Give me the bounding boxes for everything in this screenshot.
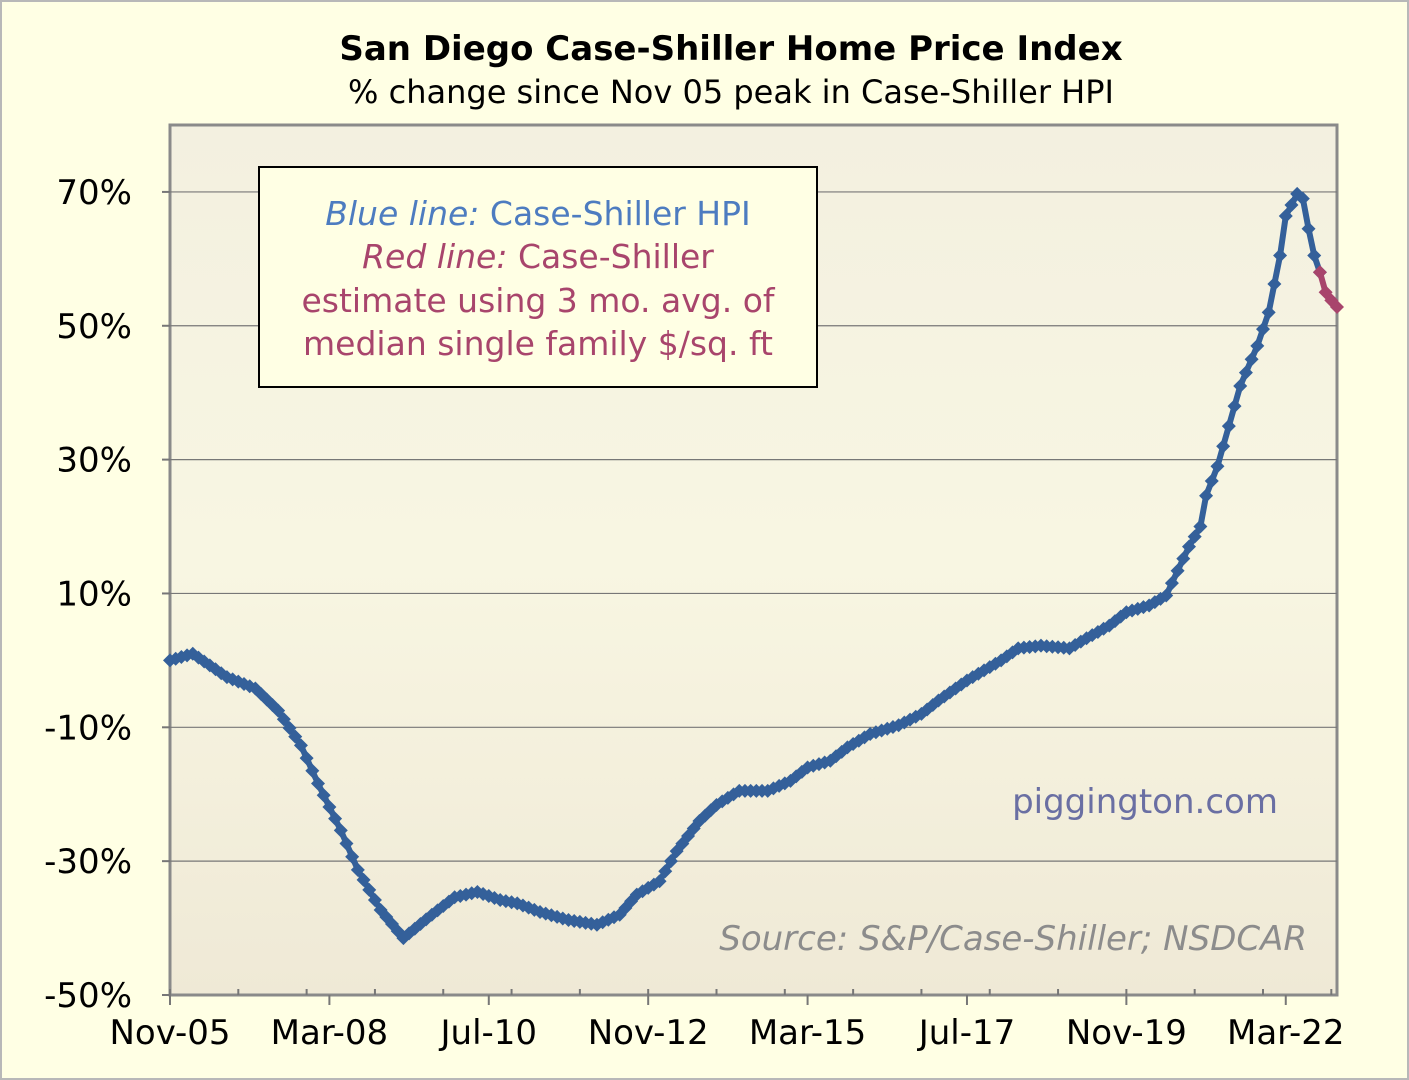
data-point-marker <box>367 892 382 907</box>
svg-text:Blue line: Case-Shiller HPI: Blue line: Case-Shiller HPI <box>325 194 751 233</box>
data-point-marker <box>1244 352 1259 367</box>
data-point-marker <box>328 811 343 826</box>
chart-title: San Diego Case-Shiller Home Price Index <box>339 29 1122 69</box>
x-tick-label: Mar-15 <box>749 1013 867 1053</box>
data-point-marker <box>658 864 673 879</box>
data-point-marker <box>1278 209 1293 224</box>
legend-red-text-line4: median single family $/sq. ft <box>303 324 773 363</box>
data-point-marker <box>350 862 365 877</box>
svg-text:Red line: Case-Shiller: Red line: Case-Shiller <box>362 237 714 276</box>
y-tick-label: -50% <box>44 976 132 1016</box>
y-tick-label: 70% <box>56 173 132 213</box>
y-tick-label: -10% <box>44 708 132 748</box>
series-red-estimate <box>1312 265 1344 315</box>
x-tick-label: Nov-12 <box>588 1013 709 1053</box>
data-point-marker <box>1176 551 1191 566</box>
legend-box: Blue line: Case-Shiller HPI Red line: Ca… <box>258 166 818 388</box>
y-tick-label: 50% <box>56 307 132 347</box>
data-point-marker <box>1301 221 1316 236</box>
data-point-marker <box>1250 338 1265 353</box>
data-point-marker <box>1238 365 1253 380</box>
data-point-marker <box>1227 399 1242 414</box>
x-tick-label: Jul-17 <box>917 1013 1016 1053</box>
data-point-marker <box>1261 305 1276 320</box>
x-axis: Nov-05 Mar-08 Jul-10 Nov-12 Mar-15 Jul-17 Nov-… <box>110 989 1345 1053</box>
y-tick-label: 30% <box>56 441 132 481</box>
data-point-marker <box>1267 276 1282 291</box>
x-tick-label: Mar-08 <box>271 1013 389 1053</box>
x-tick-label: Jul-10 <box>439 1013 538 1053</box>
data-point-marker <box>322 799 337 814</box>
data-point-marker <box>1330 300 1344 315</box>
data-point-marker <box>1159 588 1174 603</box>
data-point-marker <box>1204 474 1219 489</box>
data-point-marker <box>652 874 667 889</box>
legend-red-label: Red line: <box>362 237 507 276</box>
data-point-marker <box>339 836 354 851</box>
data-point-marker <box>1181 539 1196 554</box>
y-axis: 70% 50% 30% 10% -10% -30% -50% <box>44 173 170 1016</box>
data-point-marker <box>293 738 308 753</box>
data-point-marker <box>311 776 326 791</box>
data-point-marker <box>1307 248 1322 263</box>
data-point-marker <box>1216 439 1231 454</box>
series-blue-hpi <box>163 186 1327 946</box>
data-point-marker <box>248 681 263 696</box>
data-point-marker <box>663 854 678 869</box>
data-point-marker <box>1221 419 1236 434</box>
data-point-marker <box>1187 529 1202 544</box>
data-point-marker <box>356 872 371 887</box>
legend-blue-text: Case-Shiller HPI <box>479 194 750 233</box>
data-point-marker <box>362 882 377 897</box>
legend-red-text: Case-Shiller <box>507 237 714 276</box>
data-point-marker <box>1312 265 1327 280</box>
data-point-marker <box>276 712 291 727</box>
data-point-marker <box>1233 379 1248 393</box>
data-point-marker <box>1170 563 1185 578</box>
chart-subtitle: % change since Nov 05 peak in Case-Shill… <box>348 73 1114 111</box>
y-tick-label: 10% <box>56 574 132 614</box>
series-layer <box>163 186 1344 946</box>
x-tick-label: Nov-05 <box>110 1013 231 1053</box>
watermark: piggington.com <box>1012 782 1278 822</box>
data-point-marker <box>271 703 286 718</box>
data-point-marker <box>1193 519 1208 534</box>
data-point-marker <box>1164 576 1179 591</box>
data-point-marker <box>1255 322 1270 337</box>
data-point-marker <box>305 763 320 778</box>
data-point-marker <box>316 788 331 803</box>
source-note: Source: S&P/Case-Shiller; NSDCAR <box>719 919 1307 959</box>
x-tick-label: Mar-22 <box>1227 1013 1345 1053</box>
data-point-marker <box>1295 191 1310 206</box>
data-point-marker <box>282 720 297 735</box>
legend-red-text-line3: estimate using 3 mo. avg. of <box>301 281 775 320</box>
y-tick-label: -30% <box>44 842 132 882</box>
data-point-marker <box>299 751 314 766</box>
data-point-marker <box>242 679 257 694</box>
legend-blue-label: Blue line: <box>325 194 479 233</box>
data-point-marker <box>333 823 348 838</box>
data-point-marker <box>1284 197 1299 212</box>
x-tick-label: Nov-19 <box>1066 1013 1187 1053</box>
data-point-marker <box>288 729 303 744</box>
data-point-marker <box>1199 488 1214 503</box>
data-point-marker <box>1273 248 1288 263</box>
data-point-marker <box>345 849 360 864</box>
data-point-marker <box>1210 459 1225 474</box>
